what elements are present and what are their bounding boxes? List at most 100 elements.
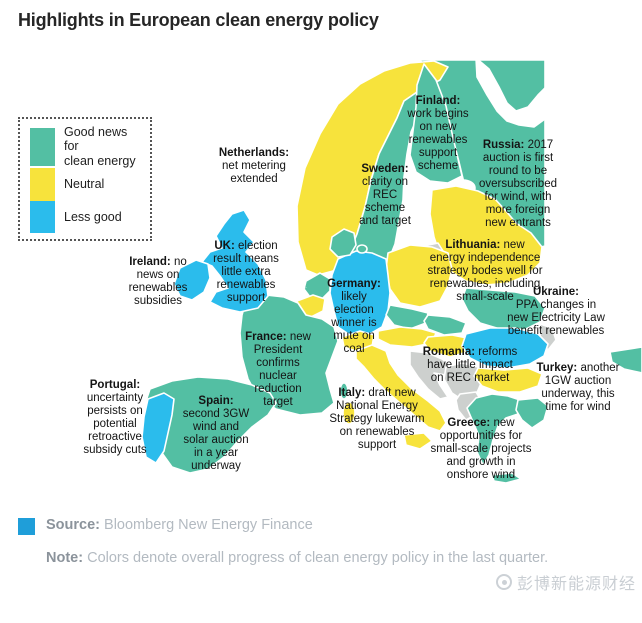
map-countries bbox=[141, 57, 642, 484]
annotation-spain: Spain: second 3GW wind and solar auction… bbox=[168, 395, 264, 473]
source-line: Source: Bloomberg New Energy Finance bbox=[46, 517, 313, 533]
country-germany bbox=[329, 250, 391, 336]
country-ukraine bbox=[461, 287, 546, 332]
annotation-germany: Germany: likely election winner is mute … bbox=[320, 278, 388, 356]
annotation-text: election result means little extra renew… bbox=[213, 240, 279, 304]
legend-item-good: Good news for clean energy bbox=[30, 125, 142, 168]
turkey-leader-line bbox=[536, 418, 585, 431]
annotation-ukraine: Ukraine: PPA changes in new Electricity … bbox=[494, 286, 618, 338]
country-romania bbox=[461, 327, 549, 369]
annotation-uk: UK: election result means little extra r… bbox=[199, 240, 293, 305]
annotation-greece: Greece: new opportunities for small-scal… bbox=[416, 417, 546, 482]
annotation-text: new opportunities for small-scale projec… bbox=[430, 417, 532, 481]
legend-item-less-good: Less good bbox=[30, 201, 142, 234]
annotation-country-name: Romania: bbox=[422, 346, 476, 358]
country-turkey bbox=[609, 346, 642, 374]
country-croatia bbox=[409, 350, 453, 400]
netherlands-leader-line bbox=[265, 195, 307, 289]
annotation-romania: Romania: reforms have little impact on R… bbox=[408, 346, 532, 385]
annotation-country-name: Sweden: bbox=[361, 163, 409, 175]
annotation-country-name: UK: bbox=[214, 240, 235, 252]
legend-label-good: Good news for clean energy bbox=[64, 125, 136, 168]
annotation-netherlands: Netherlands: net metering extended bbox=[196, 147, 312, 186]
annotation-country-name: Spain: bbox=[198, 395, 234, 407]
country-italy bbox=[355, 344, 447, 432]
annotation-country-name: Russia: bbox=[482, 139, 525, 151]
annotation-country-name: Italy: bbox=[338, 387, 366, 399]
country-ireland bbox=[173, 259, 211, 301]
annotation-portugal: Portugal: uncertainty persists on potent… bbox=[70, 379, 160, 457]
annotation-text: new energy independence strategy bodes w… bbox=[427, 239, 543, 303]
country-sicily bbox=[403, 432, 433, 450]
note-line: Note: Colors denote overall progress of … bbox=[46, 544, 604, 573]
annotation-turkey: Turkey: another 1GW auction underway, th… bbox=[522, 362, 634, 414]
note-label: Note: bbox=[46, 550, 84, 566]
country-slovakia bbox=[423, 314, 467, 336]
neutral-color-swatch bbox=[30, 168, 55, 202]
watermark: 彭博新能源财经 bbox=[495, 570, 636, 594]
country-netherlands bbox=[303, 272, 331, 300]
annotation-russia: Russia: 2017 auction is first round to b… bbox=[465, 139, 571, 230]
country-turkey-thrace bbox=[515, 397, 549, 429]
legend: Good news for clean energy Neutral Less … bbox=[18, 117, 152, 242]
annotation-country-name: Greece: bbox=[447, 417, 491, 429]
legend-label-neutral: Neutral bbox=[64, 177, 105, 192]
annotation-text: net metering extended bbox=[222, 160, 286, 185]
legend-item-neutral: Neutral bbox=[30, 168, 142, 202]
annotation-text: no news on renewables subsidies bbox=[128, 256, 188, 307]
source-label: Source: bbox=[46, 517, 100, 533]
source-bullet-icon bbox=[18, 518, 35, 535]
annotation-finland: Finland: work begins on new renewables s… bbox=[392, 95, 484, 173]
annotation-country-name: Netherlands: bbox=[218, 147, 290, 159]
watermark-logo-icon bbox=[495, 574, 512, 590]
annotation-text: reforms have little impact on REC market bbox=[427, 346, 518, 384]
annotation-france: France: new President confirms nuclear r… bbox=[235, 331, 321, 409]
annotation-text: clarity on REC scheme and target bbox=[359, 176, 411, 227]
country-czech bbox=[385, 304, 429, 330]
annotation-country-name: Lithuania: bbox=[445, 239, 501, 251]
source-text: Bloomberg New Energy Finance bbox=[104, 517, 313, 533]
annotation-text: PPA changes in new Electricity Law benef… bbox=[507, 299, 605, 337]
annotation-country-name: Ukraine: bbox=[532, 286, 580, 298]
country-hungary bbox=[423, 334, 473, 358]
annotation-country-name: Germany: bbox=[327, 278, 381, 290]
annotation-sweden: Sweden: clarity on REC scheme and target bbox=[346, 163, 424, 228]
annotation-country-name: France: bbox=[245, 331, 287, 343]
annotation-italy: Italy: draft new National Energy Strateg… bbox=[308, 387, 446, 452]
watermark-text: 彭博新能源财经 bbox=[516, 576, 636, 593]
annotation-text: work begins on new renewables support sc… bbox=[407, 108, 469, 172]
page-title: Highlights in European clean energy poli… bbox=[18, 10, 379, 30]
annotation-country-name: Ireland: bbox=[129, 256, 171, 268]
annotation-lithuania: Lithuania: new energy independence strat… bbox=[410, 239, 560, 304]
annotation-text: draft new National Energy Strategy lukew… bbox=[329, 387, 425, 451]
annotation-country-name: Portugal: bbox=[89, 379, 141, 391]
country-corsica bbox=[339, 382, 349, 400]
country-sardinia bbox=[342, 401, 356, 425]
annotation-text: another 1GW auction underway, this time … bbox=[541, 362, 620, 413]
country-greece bbox=[466, 393, 527, 466]
annotation-text: likely election winner is mute on coal bbox=[331, 291, 377, 355]
legend-label-less-good: Less good bbox=[64, 209, 122, 224]
annotation-text: new President confirms nuclear reduction… bbox=[253, 331, 311, 408]
country-denmark bbox=[329, 228, 357, 258]
annotation-text: uncertainty persists on potential retroa… bbox=[83, 392, 147, 456]
annotation-ireland: Ireland: no news on renewables subsidies bbox=[114, 256, 202, 308]
country-denmark-island bbox=[356, 244, 368, 254]
country-uk bbox=[201, 209, 269, 313]
less-good-color-swatch bbox=[30, 201, 55, 234]
annotation-country-name: Turkey: bbox=[536, 362, 578, 374]
country-bulgaria bbox=[473, 367, 543, 393]
good-color-swatch bbox=[30, 127, 55, 166]
annotation-country-name: Finland: bbox=[415, 95, 461, 107]
country-finland bbox=[409, 63, 463, 184]
note-text: Colors denote overall progress of clean … bbox=[87, 550, 549, 566]
leader-lines bbox=[265, 195, 585, 431]
annotation-text: second 3GW wind and solar auction in a y… bbox=[182, 408, 250, 472]
country-crete bbox=[491, 472, 522, 484]
annotation-text: 2017 auction is first round to be oversu… bbox=[479, 139, 557, 229]
country-portugal bbox=[141, 392, 175, 464]
country-france bbox=[239, 294, 339, 416]
white-sea bbox=[475, 57, 546, 128]
